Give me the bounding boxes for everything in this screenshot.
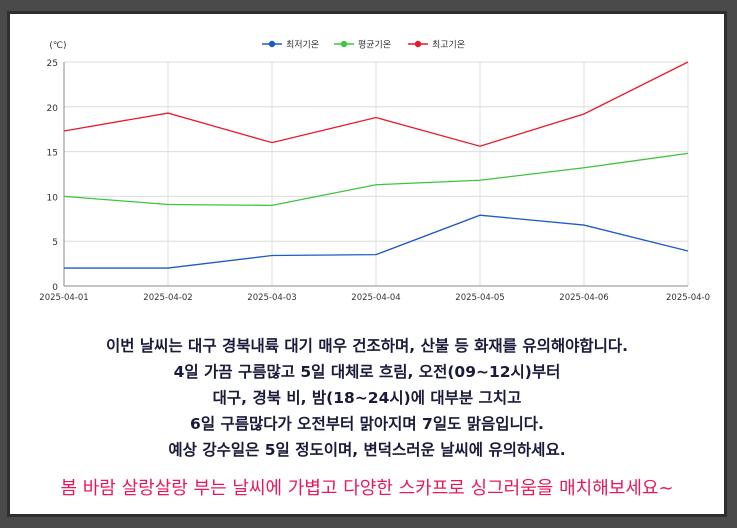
x-tick-label: 2025-04-02 <box>143 293 192 303</box>
caption-line-5: 예상 강수일은 5일 정도이며, 변덕스러운 날씨에 유의하세요. <box>168 441 566 459</box>
x-tick-label: 2025-04-04 <box>351 293 400 303</box>
caption-line-2: 4일 가끔 구름많고 5일 대체로 흐림, 오전(09~12시)부터 <box>173 363 561 381</box>
x-tick-label: 2025-04-0 <box>666 293 710 303</box>
series-line-1 <box>64 214 689 269</box>
series-line-3 <box>63 61 689 147</box>
legend-label: 평균기온 <box>358 40 391 51</box>
y-tick-label: 5 <box>52 238 58 248</box>
promo-text: 봄 바람 살랑살랑 부는 날씨에 가볍고 다양한 스카프로 싱그러움을 매치해보… <box>60 478 674 499</box>
y-tick-label: 25 <box>47 59 58 69</box>
x-tick-label: 2025-04-05 <box>455 293 504 303</box>
legend-label: 최고기온 <box>432 40 465 51</box>
x-tick-label: 2025-04-03 <box>247 293 296 303</box>
caption-line-4: 6일 구름많다가 오전부터 맑아지며 7일도 맑음입니다. <box>190 415 544 433</box>
legend-label: 최저기온 <box>286 40 319 51</box>
y-tick-label: 10 <box>47 193 59 203</box>
legend-marker <box>414 40 422 48</box>
x-tick-label: 2025-04-06 <box>559 293 608 303</box>
y-tick-label: 15 <box>47 149 58 159</box>
y-tick-label: 20 <box>47 104 59 114</box>
chart-svg: 0 5 10 15 20 25 2025-04-01 2025-04-02 2025-04-03… <box>39 40 710 304</box>
y-tick-label: 0 <box>52 283 58 293</box>
series-line-2 <box>63 152 689 207</box>
y-unit-label: (℃) <box>49 41 66 51</box>
legend-marker <box>268 40 276 48</box>
temperature-chart: 0 5 10 15 20 25 2025-04-01 2025-04-02 2025-04-03… <box>10 14 724 314</box>
x-tick-label: 2025-04-01 <box>39 293 88 303</box>
image-frame: 0 5 10 15 20 25 2025-04-01 2025-04-02 2025-04-03… <box>7 11 727 517</box>
legend-marker <box>340 40 348 48</box>
caption-line-3: 대구, 경북 비, 밤(18~24시)에 대부분 그치고 <box>212 389 522 407</box>
caption-line-1: 이번 날씨는 대구 경북내륙 대기 매우 건조하며, 산불 등 화재를 유의해야… <box>105 337 629 355</box>
